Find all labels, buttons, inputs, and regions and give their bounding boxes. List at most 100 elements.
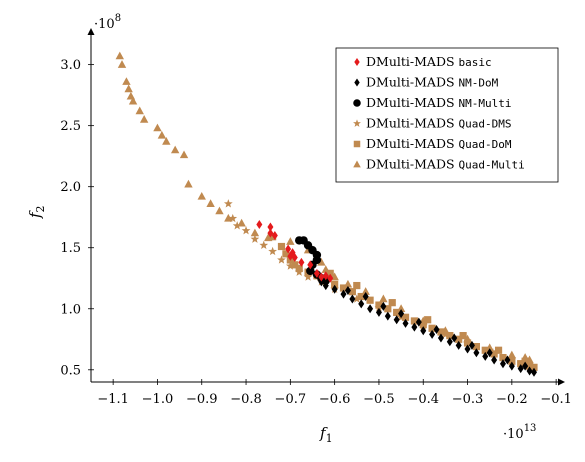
data-point-quad-dms: [250, 234, 260, 243]
data-point-quad-dom: [428, 324, 436, 332]
legend-marker-nm-dom: [354, 78, 360, 87]
data-point-nm-dom: [530, 367, 537, 377]
svg-text:f1: f1: [319, 424, 333, 445]
data-point-quad-multi: [128, 96, 138, 105]
data-point-nm-dom: [504, 355, 511, 365]
data-point-quad-multi: [286, 237, 295, 245]
data-point-quad-dom: [384, 305, 392, 313]
x-tick-label: −0.6: [319, 392, 351, 407]
data-point-basic: [267, 222, 274, 232]
data-point-nm-dom: [358, 299, 365, 309]
data-point-nm-dom: [468, 340, 475, 350]
data-point-quad-multi: [115, 51, 124, 60]
x-tick-label: −0.7: [275, 392, 307, 407]
legend-box: [335, 47, 559, 183]
svg-text:f2: f2: [26, 205, 47, 219]
data-point-quad-multi: [117, 60, 127, 68]
data-point-nm-dom: [415, 317, 422, 327]
data-point-nm-dom: [437, 333, 444, 343]
x-tick-label: −0.8: [230, 392, 262, 407]
data-point-quad-dms: [463, 338, 472, 347]
data-point-nm-dom: [380, 301, 387, 311]
data-point-nm-dom: [402, 318, 409, 328]
legend-label: DMulti-MADS Quad-DMS: [366, 116, 511, 131]
y-tick-label: 2.5: [60, 119, 81, 134]
data-point-quad-dom: [530, 363, 538, 371]
x-axis-exponent-label: ·1013: [503, 423, 536, 442]
data-point-nm-dom: [420, 326, 427, 336]
data-point-quad-dom: [277, 242, 286, 251]
y-axis-ticks: 0.5 1.0 1.5 2.0 2.5 3.0: [60, 58, 94, 378]
data-point-quad-dms: [285, 261, 295, 270]
data-point-quad-multi: [206, 199, 215, 207]
data-point-quad-dom: [494, 346, 503, 354]
data-point-quad-multi: [361, 287, 370, 295]
x-tick-label: −0.3: [452, 392, 484, 407]
x-tick-label: −0.5: [363, 392, 395, 407]
data-point-nm-dom: [429, 329, 436, 339]
data-point-nm-dom: [451, 333, 458, 343]
data-point-basic: [322, 271, 329, 281]
data-point-nm-dom: [340, 289, 347, 299]
data-point-quad-dom: [331, 280, 339, 288]
data-point-basic: [287, 251, 294, 261]
data-point-basic: [327, 273, 334, 283]
data-point-basic: [267, 228, 274, 238]
data-point-basic: [256, 220, 263, 230]
data-point-quad-multi: [197, 191, 206, 200]
data-point-quad-dom: [437, 328, 445, 336]
data-point-nm-dom: [384, 311, 391, 321]
legend-marker-quad-dms: [353, 119, 361, 127]
x-tick-label: −1.0: [142, 392, 174, 407]
series-quad-dom: [269, 233, 538, 371]
data-point-quad-dms: [303, 272, 313, 281]
data-point-quad-dom: [490, 350, 498, 358]
x-tick-label: −1.1: [97, 392, 129, 407]
legend-label: DMulti-MADS Quad-DoM: [366, 136, 512, 151]
data-point-quad-dms: [352, 294, 362, 303]
data-point-nm-dom: [362, 292, 369, 302]
x-tick-label: −0.1: [540, 392, 572, 407]
data-point-quad-dom: [357, 292, 365, 301]
data-point-basic: [285, 244, 292, 254]
x-tick-label: −0.2: [496, 392, 528, 407]
legend-label: DMulti-MADS NM-Multi: [366, 95, 511, 110]
data-point-quad-dms: [232, 221, 242, 230]
legend-entry: DMulti-MADS NM-Multi: [353, 95, 511, 110]
legend-marker-quad-dom: [353, 140, 361, 148]
x-tick-label: −0.4: [407, 392, 439, 407]
y-tick-label: 0.5: [60, 363, 81, 378]
legend-label: DMulti-MADS NM-DoM: [366, 75, 499, 90]
data-point-nm-dom: [411, 322, 418, 332]
data-point-nm-dom: [473, 348, 480, 358]
data-point-quad-dom: [348, 288, 356, 296]
data-points: [115, 51, 538, 377]
data-point-nm-dom: [446, 337, 453, 347]
data-point-quad-multi: [135, 106, 144, 115]
legend-entry: DMulti-MADS Quad-Multi: [353, 157, 525, 172]
data-point-quad-multi: [139, 115, 149, 123]
data-point-nm-dom: [517, 364, 524, 374]
data-point-quad-dom: [472, 343, 481, 351]
data-point-quad-multi: [162, 137, 171, 145]
data-point-quad-dom: [508, 357, 516, 365]
data-point-quad-dms: [268, 246, 277, 256]
data-point-basic: [271, 231, 278, 241]
data-point-quad-multi: [379, 294, 388, 303]
data-point-nm-dom: [526, 366, 533, 376]
data-point-quad-dom: [424, 316, 432, 324]
data-point-quad-dom: [499, 353, 507, 362]
data-point-quad-dms: [507, 354, 517, 363]
legend: DMulti-MADS basic DMulti-MADS NM-DoM DMult…: [335, 47, 559, 183]
data-point-basic: [313, 268, 320, 278]
data-point-quad-dom: [353, 281, 361, 290]
legend-marker-basic: [354, 57, 360, 67]
data-point-quad-dom: [339, 284, 348, 292]
data-point-nm-dom: [375, 307, 382, 317]
data-point-quad-multi: [122, 77, 131, 85]
y-tick-label: 1.0: [60, 302, 81, 317]
data-point-nm-dom: [349, 294, 356, 304]
data-point-quad-dom: [393, 308, 401, 317]
data-point-quad-multi: [250, 228, 260, 237]
data-point-basic: [298, 257, 305, 267]
